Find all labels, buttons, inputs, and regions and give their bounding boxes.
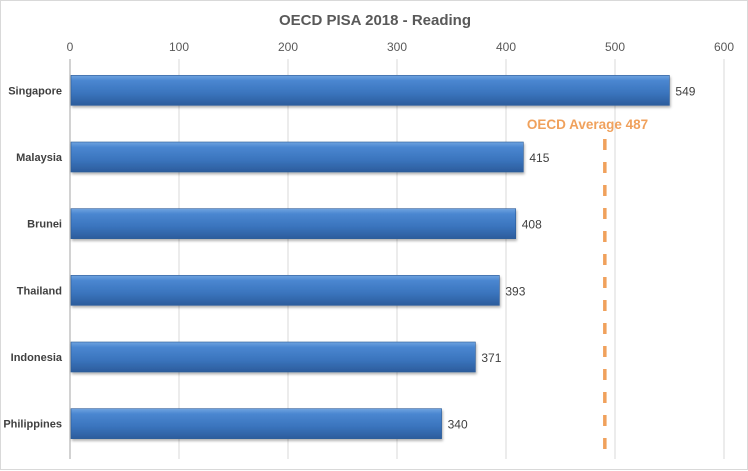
bar-malaysia xyxy=(70,141,524,173)
data-label: 415 xyxy=(529,151,549,165)
data-label: 340 xyxy=(448,418,468,432)
oecd-average-label: OECD Average 487 xyxy=(527,117,648,132)
data-label: 371 xyxy=(481,351,501,365)
x-tick-label: 100 xyxy=(169,40,189,54)
category-label: Singapore xyxy=(8,85,62,97)
data-label: 549 xyxy=(675,84,695,98)
bar-indonesia xyxy=(70,341,476,373)
gridlines xyxy=(178,59,725,459)
x-tick-label: 200 xyxy=(278,40,298,54)
category-label: Thailand xyxy=(17,285,62,297)
data-label: 393 xyxy=(505,284,525,298)
bar-philippines xyxy=(70,408,442,439)
category-label: Philippines xyxy=(3,419,62,431)
x-axis-ticks: 0 100 200 300 400 500 600 xyxy=(67,40,735,54)
x-tick-label: 500 xyxy=(605,40,625,54)
chart-title: OECD PISA 2018 - Reading xyxy=(279,12,471,29)
category-label: Brunei xyxy=(27,219,62,231)
category-label: Indonesia xyxy=(11,352,63,364)
x-tick-label: 600 xyxy=(714,40,734,54)
bar-brunei xyxy=(70,208,517,239)
x-tick-label: 300 xyxy=(387,40,407,54)
bar-thailand xyxy=(70,275,500,306)
oecd-average-reference: OECD Average 487 xyxy=(527,117,648,459)
x-tick-label: 0 xyxy=(67,40,74,54)
data-label: 408 xyxy=(522,218,542,232)
category-label: Malaysia xyxy=(16,152,63,164)
x-tick-label: 400 xyxy=(496,40,516,54)
bar-singapore xyxy=(70,75,670,106)
bars: Singapore 549 Malaysia 415 Brunei 408 Thailand… xyxy=(3,75,696,439)
